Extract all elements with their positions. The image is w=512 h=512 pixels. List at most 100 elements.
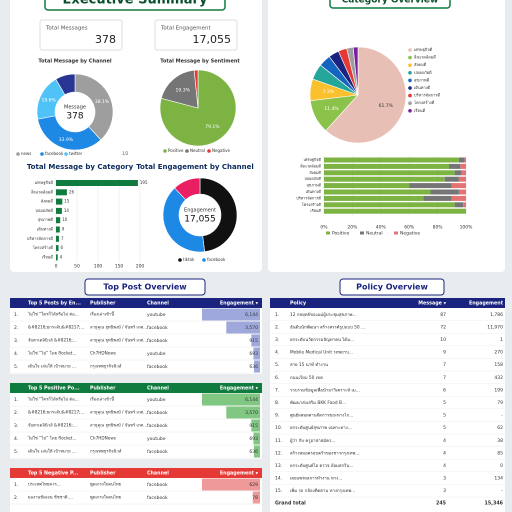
cell: 13. [275, 463, 282, 469]
data-bar [251, 334, 260, 347]
cell: สาธุคุณ ยุทธิพงษ์ / จันทร์ เกศ... [90, 338, 147, 344]
cell: 87 [440, 312, 446, 318]
cell: รวบรวมข้อมูลเพื่อนำมาวิเคราะห์ เม... [290, 386, 360, 393]
x-tick-label: 80% [433, 225, 444, 231]
slice-label: 33.9% [59, 137, 74, 143]
cell: ยกระดับศูนย์ไอ ตรวจ ย้อมสกรีน... [290, 463, 353, 469]
cell: 915 [249, 423, 258, 429]
bar [56, 198, 63, 205]
y-tick-label: สิ่งแวดล้อมดี [31, 189, 54, 194]
bar [56, 180, 138, 186]
cell: สาธุคุณ ยุทธิพงษ์ / จันทร์ เกศ... [90, 410, 147, 416]
pie-slice [55, 73, 76, 96]
legend-label: Negative [212, 148, 230, 153]
y-tick-label: สุขภาพดี [38, 217, 54, 223]
table-header [270, 298, 505, 308]
column-header: Publisher [90, 386, 116, 392]
data-bar [251, 419, 260, 432]
legend-label: twitter [69, 151, 83, 156]
section-title: Top Post Overview [103, 283, 187, 292]
x-tick-label: 100 [94, 264, 103, 270]
cell: facebook [147, 495, 168, 501]
column-header: Engagement [469, 301, 504, 307]
cell: 5 [443, 400, 446, 406]
bar-segment [324, 163, 449, 169]
cell: 4 [443, 438, 446, 444]
legend-label: เศรษฐกิจดี [414, 47, 433, 52]
legend-swatch [408, 63, 412, 67]
y-tick-label: สังคมดี [41, 199, 54, 204]
legend-label: tiktok [183, 257, 195, 262]
chart-title: Total Engagement by Channel [136, 163, 254, 171]
legend-swatch [408, 78, 412, 83]
bar-segment [460, 163, 466, 169]
x-tick-label: 0% [320, 225, 328, 231]
legend-swatch [408, 86, 412, 90]
cell: 12. [275, 450, 282, 456]
cell: 2. [14, 495, 18, 501]
chart-title: Total Message by Category [27, 163, 134, 171]
bar [56, 245, 59, 252]
pie-slice [174, 177, 201, 201]
cell: 5. [275, 362, 279, 368]
data-bar [202, 478, 260, 491]
center-label: Engagement [184, 208, 216, 214]
cell: - [501, 414, 503, 419]
slice-label: 38.1% [95, 99, 110, 105]
y-tick-label: โครงสร้างดี [33, 245, 54, 250]
x-tick-label: 200 [136, 264, 145, 270]
y-tick-label: สิ่งแวดล้อมดี [300, 163, 322, 168]
cell: ผลงานชัดเจน ชัชชาติ ... [28, 495, 73, 500]
legend-label: สุขภาพดี [414, 77, 430, 83]
bar-segment [451, 195, 466, 201]
cell: สาธุคุณ ยุทธิพงษ์ / จันทร์ เกศ... [90, 325, 147, 331]
cell: 6,144 [245, 397, 258, 403]
cell: 3,570 [245, 410, 258, 416]
y-tick-label: เดินทางดี [37, 227, 54, 232]
column-header: Engagement ▾ [220, 386, 259, 392]
total-cell: 15,346 [484, 501, 503, 507]
slice-label: 19.6% [41, 97, 56, 103]
data-bar [253, 360, 260, 373]
cell: youtube [147, 312, 166, 318]
legend-swatch [16, 152, 20, 156]
cell: พูดเกรงใจคนไทย [90, 481, 122, 488]
title-box [339, 278, 445, 296]
cell: ศูนย์ผสมผสานจัดการขยะทางไก... [290, 413, 353, 419]
data-bar [226, 406, 260, 419]
pie-slice [199, 177, 238, 253]
column-header: Publisher [90, 471, 116, 477]
column-header: Top 5 Posts by En... [28, 301, 81, 307]
summary-panel [10, 0, 262, 272]
cell: 1. [14, 312, 18, 318]
pie-slice [162, 187, 205, 253]
cell: สร้างหมอครอบครัวของชาวกรุงเทพ... [290, 450, 359, 456]
legend-swatch [408, 55, 412, 60]
cell: 1 [500, 337, 503, 343]
data-bar [253, 432, 260, 445]
x-tick-label: 40% [376, 225, 387, 231]
cell: 5 [443, 425, 446, 431]
cell: facebook [147, 410, 168, 416]
pie-slice [352, 46, 359, 96]
cell: 62 [497, 425, 503, 431]
bar-segment [324, 208, 466, 214]
kpi-card [154, 19, 238, 51]
pie-slice [325, 46, 407, 144]
cell: สาธุคุณ ยุทธิพงษ์ / จันทร์ เกศ... [90, 423, 147, 429]
cell: 4 [443, 463, 446, 469]
cell: 2. [14, 325, 18, 331]
cell: 1,786 [490, 312, 503, 318]
cell: Ch7HDNews [90, 351, 116, 356]
cell: 432 [494, 375, 503, 381]
column-header: Policy [290, 301, 307, 307]
center-value: 17,055 [184, 215, 216, 225]
cell: ยกระดับศูนย์สุขภาพ เฉพาะทาง... [290, 425, 352, 431]
legend-swatch [408, 109, 412, 113]
legend-label: facebook [207, 257, 226, 262]
cell: 15. [275, 488, 282, 494]
cell: 78 [252, 495, 258, 501]
bar-segment [324, 183, 410, 189]
